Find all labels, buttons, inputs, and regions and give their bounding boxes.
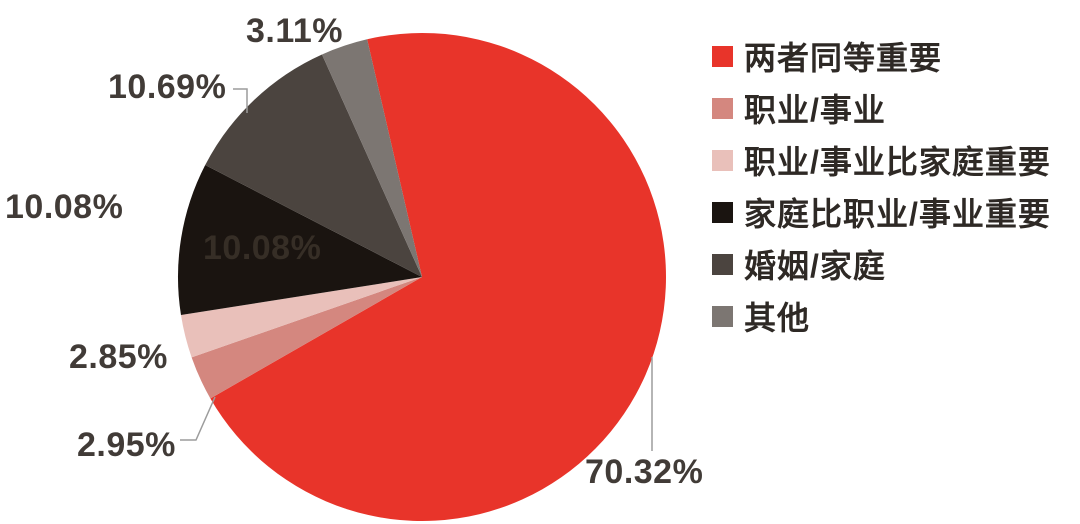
- pct-label-family-over-career: 10.08%: [5, 188, 124, 226]
- legend-swatch-career-over-family: [712, 149, 733, 171]
- pie-slice-0: [210, 32, 667, 521]
- leader-line-career: [180, 396, 216, 441]
- legend-label-career: 职业/事业: [744, 92, 886, 128]
- pie-slice-1: [191, 277, 422, 399]
- pie-slice-5: [321, 39, 422, 277]
- legend-item-career-over-family: 职业/事业比家庭重要: [712, 140, 1051, 180]
- legend-label-career-over-family: 职业/事业比家庭重要: [744, 144, 1051, 180]
- legend-label-other: 其他: [744, 300, 811, 336]
- pct-label-marriage-family: 10.69%: [108, 68, 227, 106]
- pct-label-other: 3.11%: [246, 12, 344, 50]
- pct-label-both-equal: 70.32%: [585, 453, 704, 491]
- legend-swatch-family-over-career: [712, 201, 733, 223]
- legend-label-both-equal: 两者同等重要: [744, 40, 943, 76]
- leader-line-marriage-family: [233, 88, 248, 113]
- pie-slice-2: [180, 277, 422, 358]
- legend-label-family-over-career: 家庭比职业/事业重要: [744, 196, 1051, 232]
- legend-item-other: 其他: [712, 296, 1051, 336]
- legend: 两者同等重要 职业/事业 职业/事业比家庭重要 家庭比职业/事业重要 婚姻/家庭…: [712, 36, 1051, 336]
- pie-slice-3: [177, 165, 422, 316]
- legend-item-career: 职业/事业: [712, 88, 1051, 128]
- pct-label-career: 2.95%: [77, 426, 176, 464]
- legend-swatch-career: [712, 97, 733, 119]
- legend-label-marriage-family: 婚姻/家庭: [744, 248, 886, 284]
- legend-item-marriage-family: 婚姻/家庭: [712, 244, 1051, 284]
- pct-label-career-over-family: 2.85%: [69, 338, 168, 376]
- legend-swatch-marriage-family: [712, 253, 733, 275]
- legend-item-both-equal: 两者同等重要: [712, 36, 1051, 76]
- legend-swatch-both-equal: [712, 45, 733, 67]
- pie-inner-label: 10.08%: [203, 229, 322, 267]
- pie-slice-4: [205, 54, 422, 277]
- legend-swatch-other: [712, 305, 733, 327]
- legend-item-family-over-career: 家庭比职业/事业重要: [712, 192, 1051, 232]
